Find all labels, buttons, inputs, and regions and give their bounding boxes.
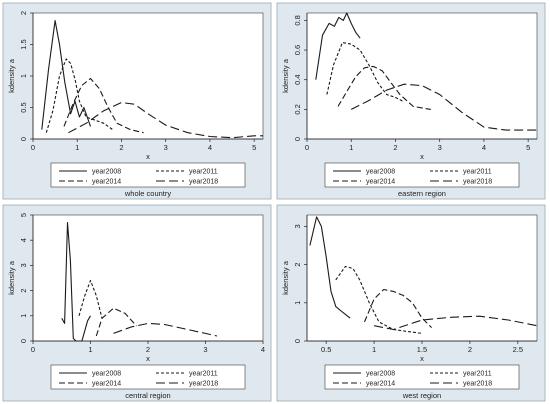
panel-1-legend-label: year2018: [189, 179, 218, 186]
panel-3-y-tick-label: 2: [19, 289, 28, 293]
panel-2-legend: [324, 162, 520, 188]
panel-4-legend-label: year2008: [366, 371, 395, 378]
panel-4-legend-label: year2011: [463, 371, 492, 378]
panel-1-x-tick-label: 0: [31, 143, 35, 152]
panel-2-series-year2011: [326, 42, 405, 103]
panel-1-y-tick-label: 1: [19, 74, 28, 78]
panel-4-legend-label: year2014: [366, 381, 395, 388]
panel-1: 0 0.5 1 1.5 2 0 1 2 3 4 5 kdensity a x year2008 year20…: [2, 2, 272, 200]
panel-2-legend-label: year2018: [463, 179, 492, 186]
panel-2-x-axis-title: x: [420, 152, 424, 161]
panel-4-x-tick-label: 1: [372, 345, 376, 354]
panel-4-x-tick-label: 2: [468, 345, 472, 354]
panel-1-series-year2011: [45, 58, 113, 133]
panel-3-series-year2018: [113, 322, 218, 337]
panel-3: 0 1 2 3 4 5 0 1 2 3 4 kdensity a x year2008 year2011 ye…: [2, 204, 272, 402]
panel-2-x-tick-label: 1: [349, 143, 353, 152]
panel-4-y-tick-label: 3: [293, 224, 302, 228]
panel-3-series-year2011: [78, 279, 103, 319]
panel-1-legend: [50, 162, 246, 188]
panel-4-x-axis-title: x: [420, 354, 424, 363]
panel-4-x-tick-label: 1.5: [417, 345, 427, 354]
panel-4-legend: [324, 364, 520, 390]
panel-2-x-tick-label: 2: [393, 143, 397, 152]
panel-3-series-year2008: [61, 222, 91, 342]
panel-3-y-tick-label: 4: [19, 238, 28, 242]
panel-3-legend-label: year2014: [92, 381, 121, 388]
panel-4-series-year2008: [309, 216, 351, 319]
panel-2-y-tick-label: 0.8: [293, 15, 302, 25]
panel-2-caption: eastern region: [398, 189, 446, 198]
panel-3-legend: [50, 364, 246, 390]
panel-3-x-tick-label: 3: [203, 345, 207, 354]
panel-4: 0 1 2 3 0.5 1 1.5 2 2.5 kdensity a x year2008 year20…: [276, 204, 546, 402]
panel-1-x-tick-label: 3: [164, 143, 168, 152]
panel-4-y-axis-title: kdensity a: [281, 260, 290, 295]
panel-3-x-tick-label: 2: [146, 345, 150, 354]
panel-4-series-year2018: [373, 315, 538, 331]
panel-1-y-axis-title: kdensity a: [7, 58, 16, 93]
panel-2-x-tick-label: 0: [305, 143, 309, 152]
panel-2-x-tick-label: 4: [482, 143, 486, 152]
panel-3-y-tick-label: 1: [19, 314, 28, 318]
panel-1-y-tick-label: 0: [19, 137, 28, 141]
panel-4-plot-area: [306, 214, 538, 342]
panel-4-y-tick-label: 2: [293, 263, 302, 267]
panel-3-x-tick-label: 1: [88, 345, 92, 354]
panel-2-x-tick-label: 3: [438, 143, 442, 152]
panel-4-series-year2011: [335, 265, 423, 334]
panel-3-y-axis-title: kdensity a: [7, 260, 16, 295]
panel-1-x-tick-label: 1: [75, 143, 79, 152]
panel-3-y-tick-label: 0: [19, 339, 28, 343]
panel-1-plot-area: [32, 12, 264, 140]
panel-4-y-tick-label: 0: [293, 339, 302, 343]
panel-3-x-tick-label: 0: [31, 345, 35, 354]
panel-1-series-year2018: [68, 101, 263, 139]
panel-3-legend-label: year2008: [92, 371, 121, 378]
panel-1-x-tick-label: 5: [252, 143, 256, 152]
panel-2-series-year2014: [337, 65, 431, 110]
panel-2-y-axis-title: kdensity a: [281, 58, 290, 93]
panel-2-y-tick-label: 0.4: [293, 74, 302, 84]
panel-2-y-tick-label: 0.2: [293, 104, 302, 114]
panel-4-x-tick-label: 2.5: [513, 345, 523, 354]
panel-3-legend-label: year2011: [189, 371, 218, 378]
panel-1-legend-label: year2008: [92, 169, 121, 176]
panel-4-y-tick-label: 1: [293, 301, 302, 305]
panel-3-series-year2014: [95, 307, 137, 337]
panel-2-y-tick-label: 0.6: [293, 45, 302, 55]
panel-2-series-year2008: [315, 12, 361, 80]
panel-4-legend-label: year2018: [463, 381, 492, 388]
panel-2-legend-label: year2014: [366, 179, 395, 186]
panel-1-x-tick-label: 4: [208, 143, 212, 152]
panel-2-legend-label: year2011: [463, 169, 492, 176]
panel-4-x-tick-label: 0.5: [321, 345, 331, 354]
panel-1-series-year2014: [63, 77, 144, 134]
panel-1-x-axis-title: x: [146, 152, 150, 161]
panel-3-x-tick-label: 4: [261, 345, 265, 354]
panel-4-caption: west region: [402, 391, 441, 400]
panel-2-plot-area: [306, 12, 538, 140]
panel-3-caption: central region: [125, 391, 170, 400]
panel-1-legend-label: year2014: [92, 179, 121, 186]
panel-3-y-tick-label: 3: [19, 263, 28, 267]
panel-1-series-year2008: [41, 20, 92, 130]
panel-4-series-year2014: [363, 288, 432, 328]
panel-3-x-axis-title: x: [146, 354, 150, 363]
panel-1-y-tick-label: 1.5: [19, 39, 28, 49]
panel-1-caption: whole country: [124, 189, 172, 198]
panel-2-legend-label: year2008: [366, 169, 395, 176]
panel-1-y-tick-label: 0.5: [19, 102, 28, 112]
panel-2-series-year2018: [350, 83, 537, 131]
panel-2-y-tick-label: 0: [293, 137, 302, 141]
panel-1-x-tick-label: 2: [119, 143, 123, 152]
panel-2: 0 0.2 0.4 0.6 0.8 0 1 2 3 4 5 kdensity a x year2008 ye…: [276, 2, 546, 200]
panel-2-x-tick-label: 5: [526, 143, 530, 152]
panel-1-legend-label: year2011: [189, 169, 218, 176]
panel-3-y-tick-label: 5: [19, 213, 28, 217]
panel-1-y-tick-label: 2: [19, 11, 28, 15]
panel-3-legend-label: year2018: [189, 381, 218, 388]
